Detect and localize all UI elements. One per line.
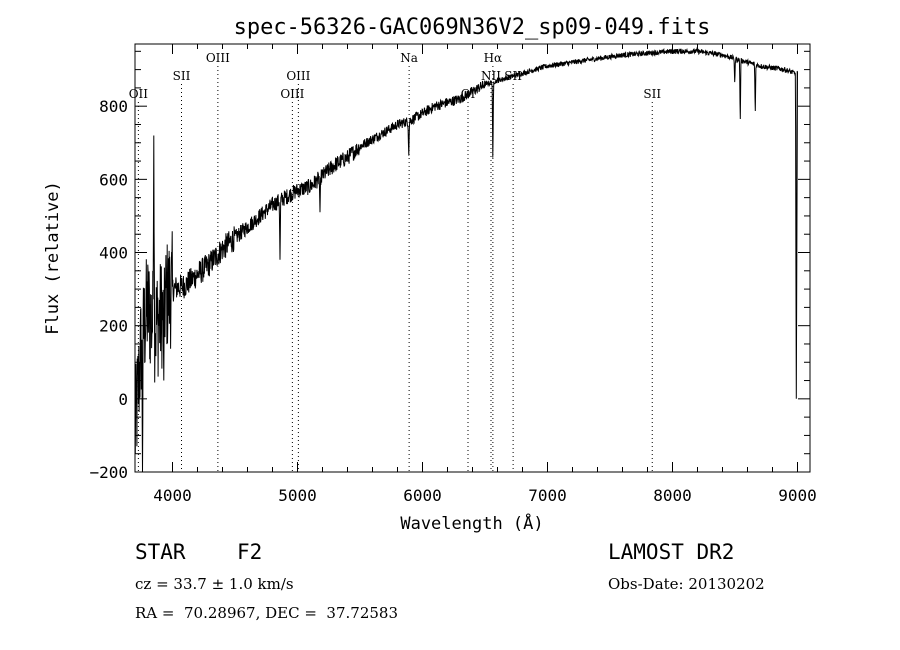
- plot-frame: [134, 43, 811, 473]
- spectral-line-label: SII: [173, 69, 191, 83]
- y-tick-label: 400: [99, 244, 128, 263]
- y-axis-label: Flux (relative): [43, 181, 63, 335]
- spectral-line-label: OII: [129, 87, 149, 101]
- object-subclass: F2: [237, 540, 263, 564]
- spectral-line-label: NII: [481, 69, 501, 83]
- x-tick-label: 5000: [278, 486, 317, 505]
- chart-title: spec-56326-GAC069N36V2_sp09-049.fits: [234, 15, 711, 40]
- y-tick-label: −200: [89, 463, 128, 482]
- spectral-line-label: OIII: [206, 51, 230, 65]
- spectral-line-label: Hα: [484, 51, 503, 65]
- spectral-line-label: OIII: [280, 87, 304, 101]
- y-tick-label: 800: [99, 97, 128, 116]
- y-tick-labels: −200 0 200 400 600 800: [89, 97, 128, 482]
- object-type: STAR: [135, 540, 186, 564]
- axis-ticks: [135, 44, 810, 473]
- survey-name: LAMOST DR2: [608, 540, 735, 564]
- y-tick-label: 600: [99, 170, 128, 189]
- spectral-line-label: SII: [643, 87, 661, 101]
- coordinates: RA = 70.28967, DEC = 37.72583: [135, 604, 399, 622]
- x-tick-label: 7000: [528, 486, 567, 505]
- x-axis-label: Wavelength (Å): [400, 512, 543, 534]
- spectral-line-label: Na: [400, 51, 418, 65]
- spectral-line-label: OIII: [286, 69, 310, 83]
- x-tick-labels: 4000 5000 6000 7000 8000 9000: [153, 486, 817, 505]
- x-tick-label: 8000: [653, 486, 692, 505]
- observation-date: Obs-Date: 20130202: [608, 575, 765, 593]
- spectrum-line: [134, 46, 799, 473]
- x-tick-label: 6000: [403, 486, 442, 505]
- x-tick-label: 4000: [153, 486, 192, 505]
- x-tick-label: 9000: [778, 486, 817, 505]
- redshift-value: cz = 33.7 ± 1.0 km/s: [135, 575, 294, 593]
- y-tick-label: 200: [99, 317, 128, 336]
- y-tick-label: 0: [118, 390, 128, 409]
